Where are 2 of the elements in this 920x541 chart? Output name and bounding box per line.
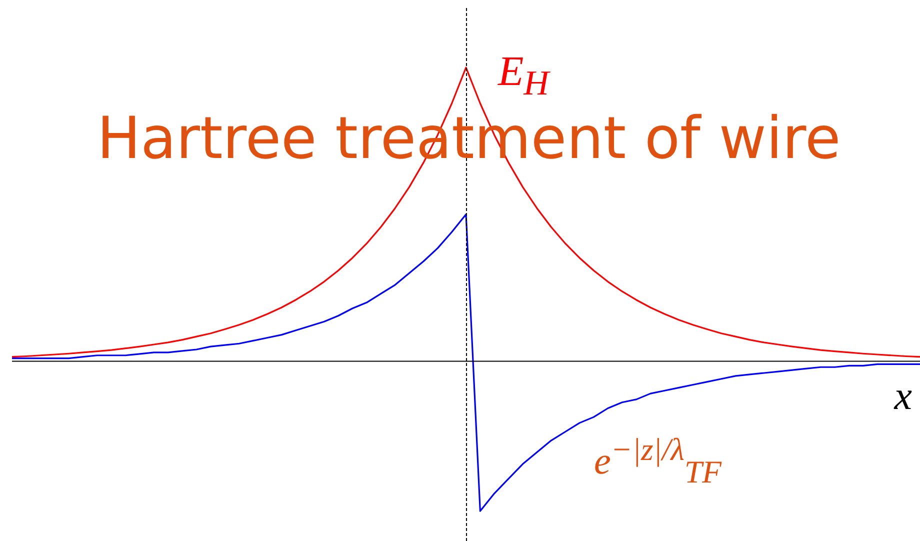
- x-axis-title: x: [894, 372, 912, 419]
- annotation: E$_{H}$: [498, 48, 549, 104]
